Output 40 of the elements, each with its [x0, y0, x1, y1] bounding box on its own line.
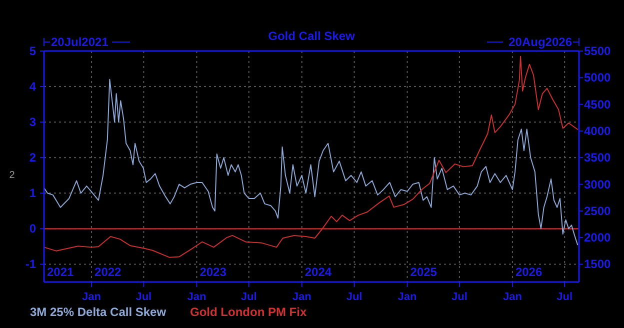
x-tick-label: Jan [398, 291, 418, 303]
y2-tick-label: 4500 [584, 97, 612, 112]
x-tick-label: Jan [292, 291, 312, 303]
y2-tick-label: 2000 [584, 230, 612, 245]
x-tick-label: Jul [240, 291, 257, 303]
x-tick-label: Jan [82, 291, 102, 303]
y-tick-label: 1 [29, 186, 36, 200]
text: 20Aug2026 [508, 35, 572, 49]
chart-title: Gold Call Skew [268, 29, 356, 43]
x-tick-label: Jan [187, 291, 206, 303]
y2-tick-label: 1500 [584, 257, 612, 272]
text: Gold London PM Fix [190, 305, 307, 319]
line-series [44, 78, 578, 246]
annotation: 2022 [94, 265, 122, 279]
y-tick-label: 0 [29, 222, 36, 236]
y-tick-label: 3 [29, 115, 36, 130]
annotation: 2023 [200, 265, 227, 279]
y-tick-label: -1 [25, 257, 36, 272]
x-tick-label: Jul [451, 291, 468, 303]
y2-tick-label: 3000 [584, 177, 612, 192]
annotation: 2021 [47, 265, 74, 279]
x-tick-label: Jul [346, 291, 362, 303]
x-tick-label: Jul [556, 291, 573, 303]
y-axis-title: 2 [9, 170, 16, 181]
line-series [44, 56, 578, 258]
annotation: 2024 [304, 265, 332, 279]
y2-tick-label: 3500 [584, 150, 612, 165]
text: 20Jul2021 [51, 35, 109, 49]
y2-tick-label: 4000 [584, 124, 612, 138]
annotation: 2026 [515, 265, 542, 279]
y2-tick-label: 5000 [584, 70, 612, 85]
x-tick-label: Jan [502, 291, 522, 303]
annotation: 2025 [410, 265, 438, 279]
text: 3M 25% Delta Call Skew [30, 305, 167, 319]
x-tick-label: Jul [136, 291, 152, 303]
y2-tick-label: 5500 [584, 44, 612, 58]
y-tick-label: 4 [29, 80, 36, 94]
y-tick-label: 2 [29, 150, 36, 165]
y-tick-label: 5 [29, 44, 36, 58]
y2-tick-label: 2500 [584, 204, 612, 218]
